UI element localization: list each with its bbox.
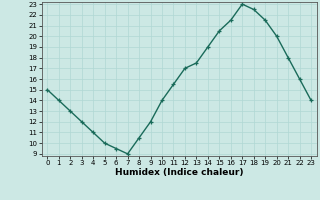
X-axis label: Humidex (Indice chaleur): Humidex (Indice chaleur) [115, 168, 244, 177]
